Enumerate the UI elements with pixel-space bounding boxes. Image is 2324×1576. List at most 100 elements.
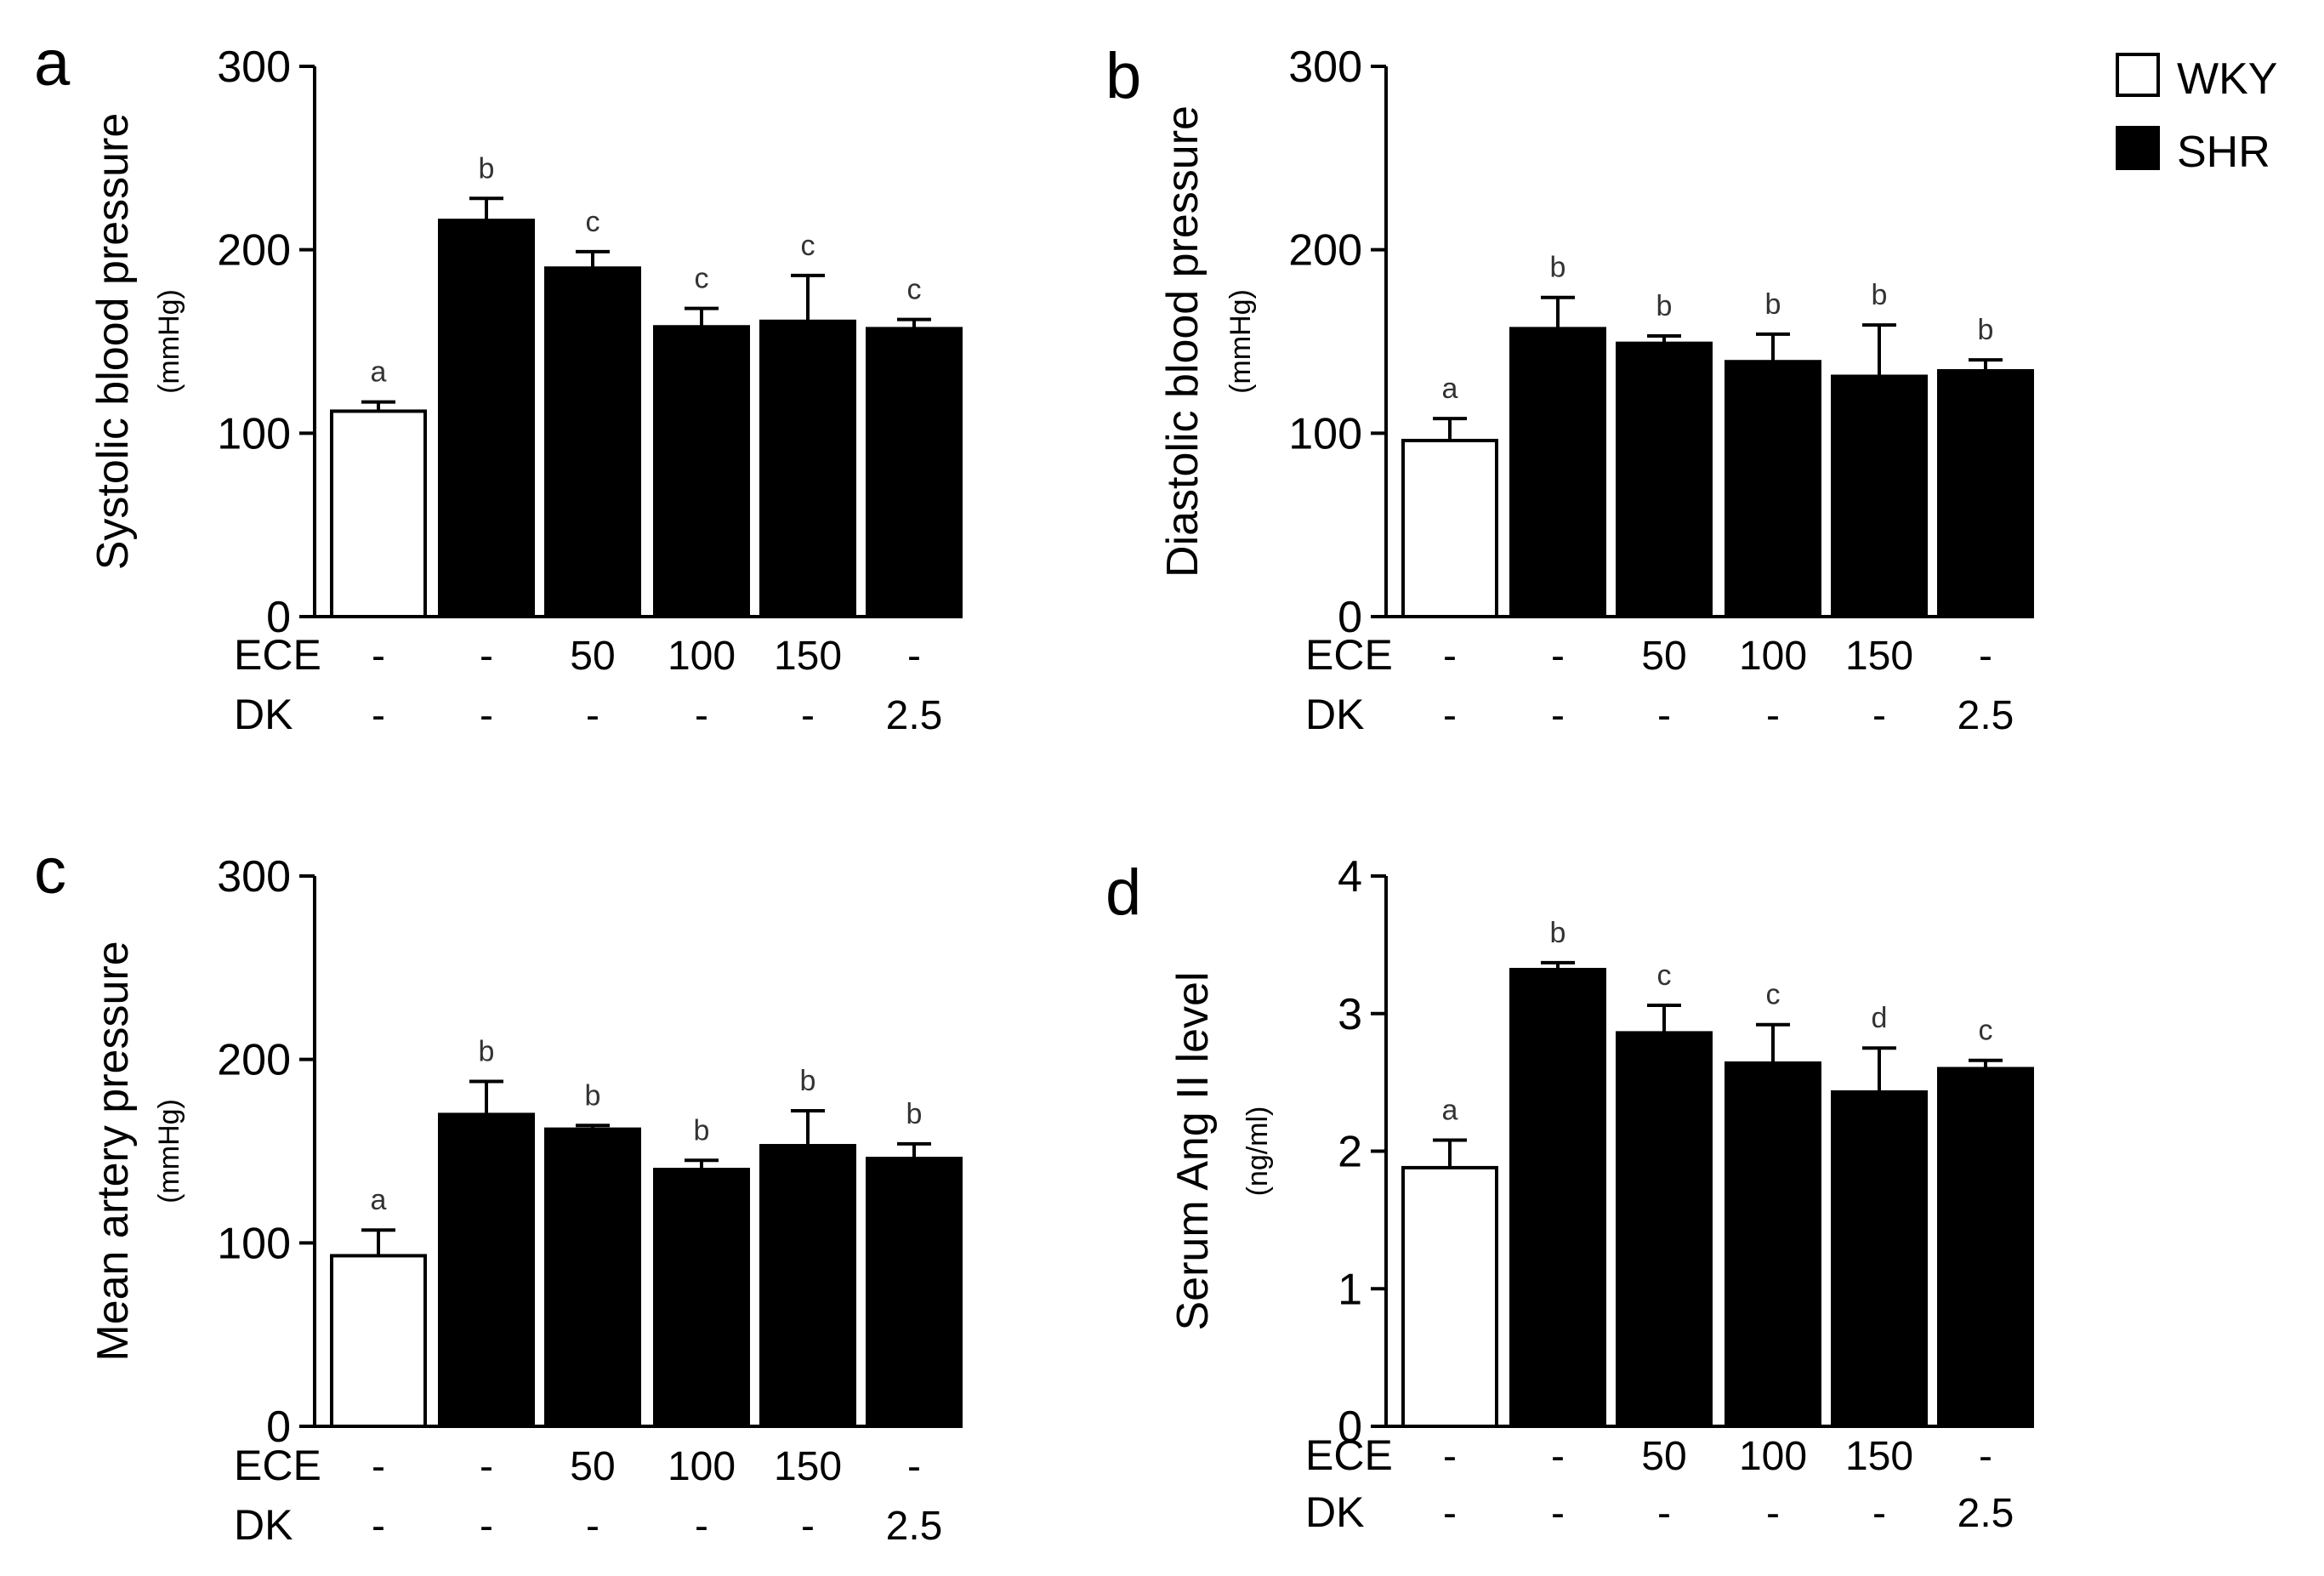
y-tick-label: 300: [1288, 43, 1362, 92]
legend-swatch-wky: [2116, 53, 2160, 97]
ece-dose-label: 150: [1845, 634, 1913, 679]
ece-dose-label: 150: [774, 634, 842, 679]
dk-dose-label: 2.5: [1958, 1491, 2014, 1536]
significance-label: b: [585, 1079, 601, 1112]
y-axis-label: Systolic blood pressure: [88, 113, 138, 571]
y-tick-label: 0: [266, 1402, 291, 1452]
dk-dose-label: -: [586, 1504, 599, 1549]
y-axis-label: Diastolic blood pressure: [1158, 105, 1207, 577]
y-tick-label: 200: [217, 1036, 291, 1085]
y-tick-label: 3: [1338, 990, 1362, 1039]
dk-dose-label: -: [480, 1504, 493, 1549]
panel-letter: c: [34, 835, 66, 907]
bar-shr: [1509, 327, 1606, 618]
ece-dose-label: -: [1979, 634, 1992, 679]
y-tick-label: 100: [1288, 409, 1362, 458]
row-label-ece: ECE: [1305, 631, 1393, 679]
ece-dose-label: 100: [1739, 634, 1807, 679]
ece-dose-label: -: [1443, 1434, 1457, 1479]
significance-label: c: [1979, 1015, 1993, 1047]
y-axis-unit: (mmHg): [153, 1099, 185, 1203]
dk-dose-label: 2.5: [1958, 693, 2014, 738]
y-tick-label: 300: [217, 43, 291, 92]
bar-shr: [866, 1157, 963, 1429]
significance-label: b: [1872, 279, 1888, 311]
y-tick-label: 2: [1338, 1128, 1362, 1177]
ece-dose-label: -: [1551, 634, 1565, 679]
significance-label: d: [1872, 1002, 1888, 1034]
significance-label: b: [1656, 290, 1673, 322]
dk-dose-label: -: [695, 693, 708, 738]
significance-label: b: [479, 1036, 495, 1068]
chart-panel-b: b Diastolic blood pressure (mmHg) 0 100 200 30…: [1105, 40, 2034, 738]
significance-label: b: [906, 1098, 923, 1130]
dk-dose-label: 2.5: [886, 1504, 943, 1549]
significance-label: b: [1765, 288, 1781, 321]
y-axis-unit: (ng/ml): [1242, 1107, 1274, 1197]
dk-dose-label: -: [1443, 1491, 1457, 1536]
ece-dose-label: 50: [1641, 1434, 1686, 1479]
y-axis-unit: (mmHg): [153, 289, 185, 394]
significance-label: b: [1550, 917, 1566, 949]
y-tick-label: 100: [217, 1219, 291, 1268]
ece-dose-label: 150: [774, 1444, 842, 1489]
y-tick-label: 4: [1338, 852, 1362, 902]
y-axis-unit: (mmHg): [1225, 289, 1257, 394]
dk-dose-label: -: [1551, 1491, 1565, 1536]
ece-dose-label: -: [907, 634, 921, 679]
significance-label: b: [694, 1114, 710, 1146]
bar-shr: [544, 266, 641, 618]
bar-wky: [330, 1254, 427, 1429]
ece-dose-label: -: [480, 1444, 493, 1489]
ece-dose-label: -: [480, 634, 493, 679]
dk-dose-label: -: [1872, 693, 1886, 738]
row-label-dk: DK: [1305, 1488, 1364, 1536]
ece-dose-label: 150: [1845, 1434, 1913, 1479]
significance-label: c: [801, 230, 815, 262]
ece-dose-label: -: [372, 1444, 385, 1489]
bar-wky: [1401, 1165, 1498, 1429]
bar-shr: [1616, 341, 1713, 618]
y-tick-label: 0: [1338, 593, 1362, 642]
legend-swatch-shr: [2116, 126, 2160, 170]
y-tick-label: 200: [1288, 226, 1362, 276]
bar-shr: [438, 219, 535, 618]
y-tick-label: 1: [1338, 1265, 1362, 1314]
bar-shr: [1509, 967, 1606, 1428]
significance-label: c: [586, 206, 600, 238]
chart-panel-a: a Systolic blood pressure (mmHg) 0 100 200 300…: [34, 27, 963, 738]
ece-dose-label: -: [1443, 634, 1457, 679]
bar-shr: [1831, 374, 1928, 618]
bar-shr: [759, 1144, 856, 1429]
row-label-ece: ECE: [1305, 1431, 1393, 1479]
dk-dose-label: -: [1872, 1491, 1886, 1536]
bar-shr: [1937, 1067, 2034, 1428]
chart-panel-c: c Mean artery pressure (mmHg) 0 100 200 300 a - -…: [34, 835, 963, 1549]
ece-dose-label: 100: [1739, 1434, 1807, 1479]
bar-wky: [330, 409, 427, 618]
bar-shr: [1831, 1090, 1928, 1428]
dk-dose-label: -: [1443, 693, 1457, 738]
y-tick-label: 200: [217, 226, 291, 276]
dk-dose-label: -: [480, 693, 493, 738]
panel-letter: d: [1105, 856, 1141, 929]
ece-dose-label: -: [907, 1444, 921, 1489]
panel-letter: a: [34, 27, 71, 100]
bar-shr: [866, 327, 963, 618]
bar-shr: [1937, 369, 2034, 618]
ece-dose-label: 50: [570, 1444, 615, 1489]
dk-dose-label: -: [586, 693, 599, 738]
significance-label: b: [479, 152, 495, 185]
bar-shr: [1725, 1061, 1821, 1428]
ece-dose-label: 50: [1641, 634, 1686, 679]
bar-wky: [1401, 438, 1498, 619]
bar-shr: [544, 1127, 641, 1428]
row-label-dk: DK: [1305, 691, 1364, 738]
dk-dose-label: -: [801, 693, 815, 738]
dk-dose-label: -: [695, 1504, 708, 1549]
bar-shr: [653, 325, 750, 618]
y-tick-label: 100: [217, 409, 291, 458]
significance-label: b: [1978, 314, 1994, 346]
bar-shr: [653, 1168, 750, 1428]
